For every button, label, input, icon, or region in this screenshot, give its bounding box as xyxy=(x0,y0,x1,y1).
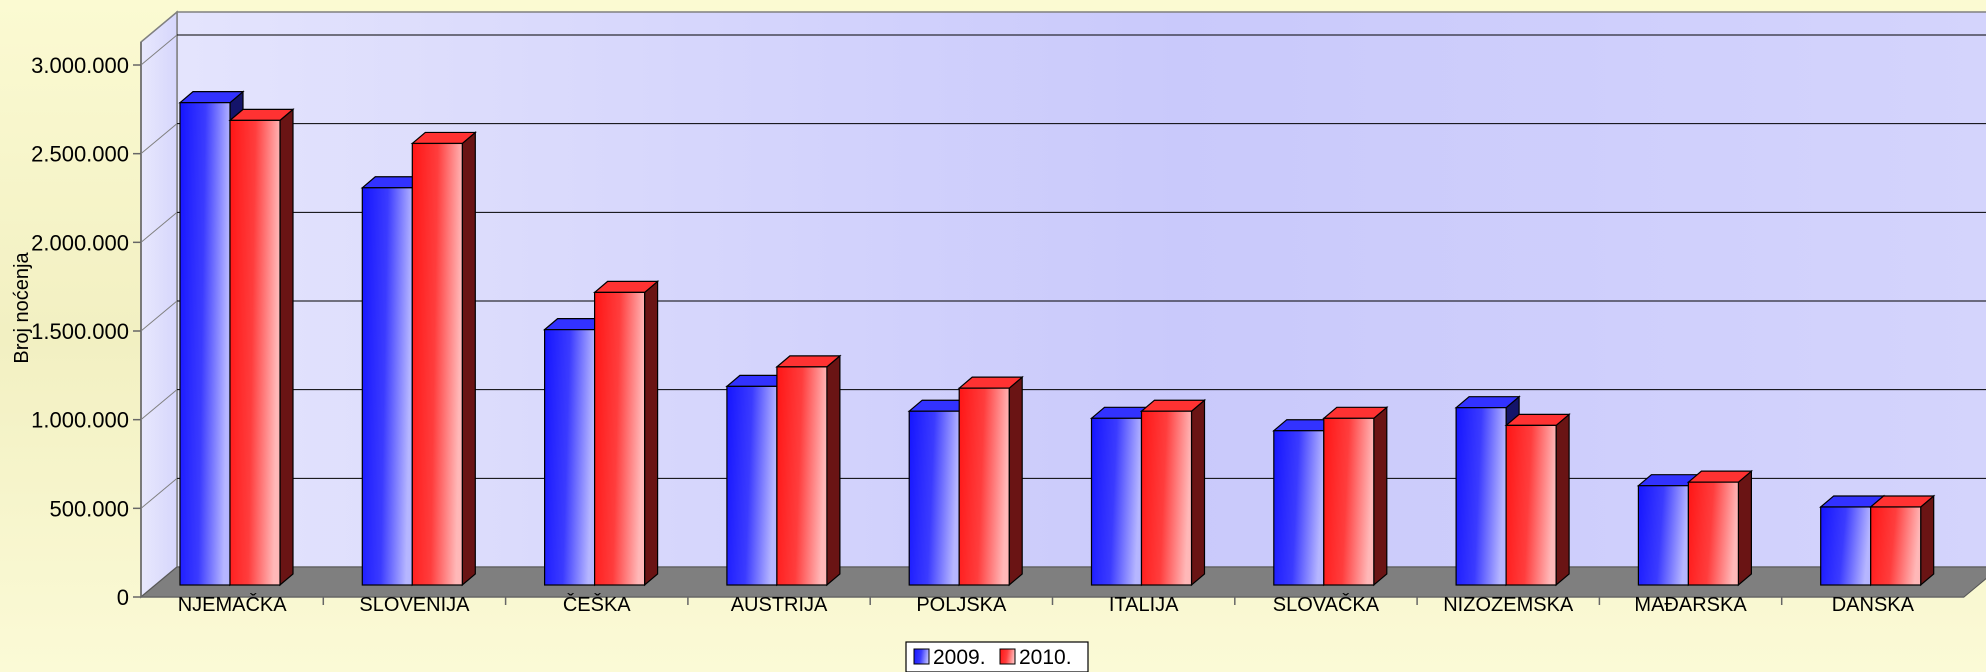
bar-2009.-DANSKA xyxy=(1820,506,1872,586)
bar-2010.-DANSKA xyxy=(1870,506,1922,586)
bar-2009.-MAĐARSKA xyxy=(1637,485,1690,586)
bar-2010.-NJEMAČKA xyxy=(229,119,281,586)
gridline-side xyxy=(140,34,178,66)
x-category-label: POLJSKA xyxy=(916,594,1007,616)
bar-2009.-ITALIJA xyxy=(1090,417,1143,586)
x-category-label: SLOVAČKA xyxy=(1273,593,1380,616)
x-category-label: MAĐARSKA xyxy=(1634,594,1747,616)
bar-2009.-NIZOZEMSKA xyxy=(1455,407,1507,586)
gridline-side xyxy=(140,300,178,332)
bar-2010.-MAĐARSKA xyxy=(1687,481,1740,586)
bar-2009.-SLOVENIJA xyxy=(361,187,413,586)
y-tick-label: 2.500.000 xyxy=(31,142,129,167)
bar-side-2010.-NJEMAČKA xyxy=(279,108,294,587)
x-category-label: NJEMAČKA xyxy=(178,593,288,616)
y-tick-label: 1.500.000 xyxy=(31,319,129,344)
y-tick-label: 3.000.000 xyxy=(31,53,129,78)
bar-2009.-ČEŠKA xyxy=(543,329,596,586)
bar-side-2010.-AUSTRIJA xyxy=(826,354,841,587)
gridline-side xyxy=(140,477,178,509)
bar-2010.-AUSTRIJA xyxy=(776,366,828,586)
y-tick-label: 2.000.000 xyxy=(31,230,129,255)
y-axis-label: Broj noćenja xyxy=(11,252,33,364)
legend-box xyxy=(905,641,1089,672)
gridline-side xyxy=(140,123,178,155)
x-category-label: DANSKA xyxy=(1832,594,1915,616)
legend-label: 2010. xyxy=(1019,646,1072,669)
bar-side-2010.-DANSKA xyxy=(1920,494,1935,587)
bars-group xyxy=(178,90,1936,587)
y-tick-label: 0 xyxy=(117,585,129,610)
gridline-side xyxy=(140,211,178,243)
legend-label: 2009. xyxy=(933,646,986,669)
x-category-label: ITALIJA xyxy=(1109,594,1179,616)
bar-side-2010.-MAĐARSKA xyxy=(1737,469,1753,587)
bar-side-2010.-NIZOZEMSKA xyxy=(1555,413,1570,587)
bar-2010.-SLOVAČKA xyxy=(1323,417,1375,586)
bar-2010.-SLOVENIJA xyxy=(411,142,463,586)
bar-2010.-ČEŠKA xyxy=(593,291,646,586)
bar-2010.-NIZOZEMSKA xyxy=(1505,424,1557,586)
bar-2009.-AUSTRIJA xyxy=(726,385,778,586)
bar-2010.-ITALIJA xyxy=(1140,410,1193,586)
bar-side-2010.-POLJSKA xyxy=(1008,375,1023,587)
x-category-label: SLOVENIJA xyxy=(359,594,470,616)
y-tick-label: 1.000.000 xyxy=(31,408,129,433)
gridline-side xyxy=(140,389,178,421)
x-category-label: ČEŠKA xyxy=(563,593,631,616)
legend-swatch xyxy=(999,648,1016,665)
gridlines xyxy=(140,34,1986,509)
bar-2009.-POLJSKA xyxy=(908,410,960,586)
y-axis-ticks: 0 500.000 1.000.000 1.500.000 2.000.000 2.500… xyxy=(31,53,141,610)
side-wall xyxy=(140,10,178,599)
bar-2009.-SLOVAČKA xyxy=(1273,430,1325,586)
x-axis-categories: NJEMAČKA SLOVENIJA ČEŠKA AUSTRIJA POLJSKA ITA… xyxy=(178,593,1915,616)
bar-side-2010.-SLOVAČKA xyxy=(1373,406,1388,587)
x-category-label: AUSTRIJA xyxy=(731,594,828,616)
y-tick-label: 500.000 xyxy=(49,496,129,521)
bar-side-2010.-ČEŠKA xyxy=(643,280,659,587)
bar-side-2010.-ITALIJA xyxy=(1190,398,1206,587)
legend-swatch xyxy=(913,648,930,665)
bar-2010.-POLJSKA xyxy=(958,387,1010,586)
legend: 2009. 2010. xyxy=(905,641,1089,672)
bar-side-2010.-SLOVENIJA xyxy=(461,131,476,587)
x-category-label: NIZOZEMSKA xyxy=(1443,594,1574,616)
bar-2009.-NJEMAČKA xyxy=(179,102,231,586)
